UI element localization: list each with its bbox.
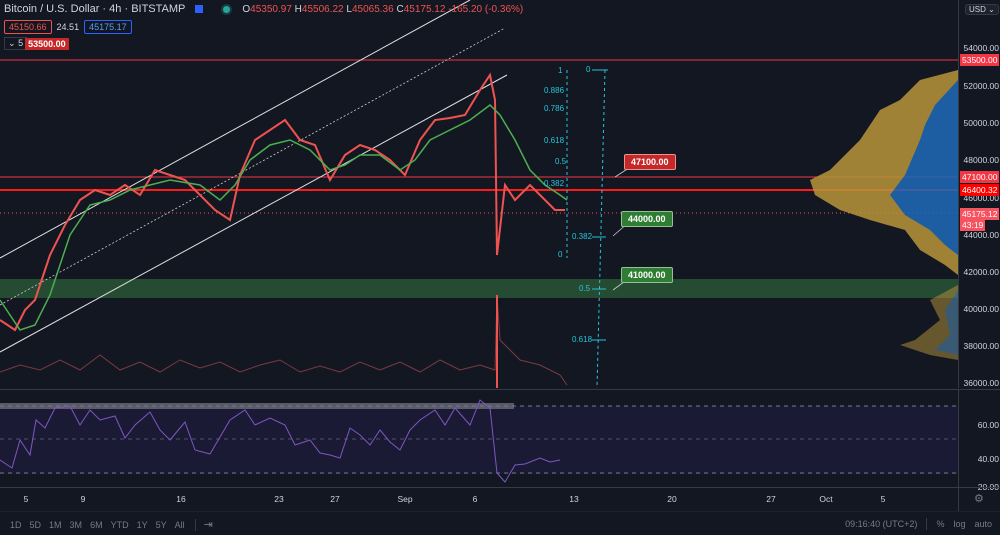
percent-scale-toggle[interactable]: % [936,519,945,529]
range-3m[interactable]: 3M [69,519,83,530]
range-ytd[interactable]: YTD [110,519,129,530]
price-axis[interactable]: USD ⌄ 54000.00 52000.00 50000.00 48000.0… [958,0,1000,388]
chevron-down-icon: ⌄ [8,38,16,48]
rsi-axis[interactable]: 60.00 40.00 20.00 [958,389,1000,492]
bar-countdown: 43:19 [960,219,986,231]
divider [194,518,196,531]
time-tick: Sep [397,494,413,504]
time-tick: 27 [330,494,340,504]
rsi-band-background [0,406,958,474]
callout-47100[interactable]: 47100.00 [624,154,676,170]
rsi-canvas[interactable] [0,390,958,487]
support-zone [0,279,958,298]
price-tag-46400: 46400.32 [960,184,1000,196]
time-tick: 16 [176,494,186,504]
rsi-label: 40.00 [977,454,999,464]
time-tick: 23 [274,494,284,504]
price-tag-47100: 47100.00 [960,171,1000,183]
clock-timezone[interactable]: 09:16:40 (UTC+2) [845,519,918,529]
bottom-toolbar: 1D 5D 1M 3M 6M YTD 1Y 5Y All ⇥ 09:16:40 … [0,511,1000,535]
price-chart-pane[interactable]: 1 0.886 0.786 0.618 0.5 0.382 0 0 0.382 … [0,0,958,388]
time-tick: 27 [766,494,776,504]
sell-price[interactable]: 45150.66 [4,20,52,34]
settings-gear-icon[interactable]: ⚙ [974,493,984,505]
price-label: 38000.00 [963,341,999,351]
price-path [0,72,565,332]
symbol-title[interactable]: Bitcoin / U.S. Dollar · 4h · BITSTAMP [4,3,186,15]
moving-average [0,104,568,331]
chevron-down-icon: ⌄ [988,5,995,14]
price-tag-53500: 53500.00 [960,54,1000,66]
fib-level-0382: 0.382 [544,179,565,188]
range-1d[interactable]: 1D [10,519,22,530]
range-5d[interactable]: 5D [29,519,42,530]
indicators-collapse-button[interactable]: ⌄ 5 [4,37,28,50]
range-6m[interactable]: 6M [90,519,103,530]
fib-right-axis [596,69,606,388]
price-chart-canvas[interactable] [0,0,958,388]
volume-profile [810,70,958,360]
indicators-toggle-row: ⌄ 5 53500.00 [4,37,69,50]
chart-legend: Bitcoin / U.S. Dollar · 4h · BITSTAMP O4… [4,3,523,15]
rsi-label: 60.00 [977,420,999,430]
fib-right-level-0382: 0.382 [572,232,593,241]
price-label: 42000.00 [963,267,999,277]
fib-level-0618: 0.618 [544,136,565,145]
price-label: 54000.00 [963,43,999,53]
bid-ask-row: 45150.66 24.51 45175.17 [4,20,132,34]
fib-level-0786: 0.786 [544,104,565,113]
callout-41000[interactable]: 41000.00 [621,267,673,283]
scale-controls: 09:16:40 (UTC+2) % log auto [845,518,992,530]
fib-right-level-05: 0.5 [579,284,591,293]
time-tick: 20 [667,494,677,504]
fib-level-0886: 0.886 [544,86,565,95]
time-tick: 6 [472,494,478,504]
price-label: 52000.00 [963,81,999,91]
buy-price[interactable]: 45175.17 [84,20,132,34]
time-tick: 13 [569,494,579,504]
time-tick: 5 [23,494,29,504]
currency-selector[interactable]: USD ⌄ [965,4,999,15]
range-1m[interactable]: 1M [49,519,62,530]
ohlc-values: O45350.97 H45506.22 L45065.36 C45175.12 … [242,3,524,15]
price-label: 36000.00 [963,378,999,388]
range-1y[interactable]: 1Y [136,519,148,530]
spread-value: 24.51 [56,22,80,32]
price-label: 40000.00 [963,304,999,314]
channel-upper [0,0,471,259]
price-label: 46000.00 [963,193,999,203]
channel-lower [0,74,508,353]
callout-44000[interactable]: 44000.00 [621,211,673,227]
chart-settings-corner: ⚙ [958,487,1000,512]
log-scale-toggle[interactable]: log [953,519,966,529]
alert-price-tag[interactable]: 53500.00 [25,37,69,50]
last-price-tag: 45175.12 [960,208,1000,220]
time-tick: 5 [880,494,886,504]
channel-middle [0,27,506,306]
fib-right-level-0: 0 [586,65,591,74]
price-label: 48000.00 [963,155,999,165]
price-label: 44000.00 [963,230,999,240]
fib-right-level-0618: 0.618 [572,335,593,344]
time-tick: 9 [80,494,86,504]
fib-level-1: 1 [558,66,563,75]
price-label: 50000.00 [963,118,999,128]
range-all[interactable]: All [174,519,185,530]
flag-icon[interactable] [195,5,204,13]
fib-level-0: 0 [558,250,563,259]
time-tick: Oct [819,494,833,504]
time-axis[interactable]: 5 9 16 23 27 Sep 6 13 20 27 Oct 5 [0,487,958,512]
date-range-buttons: 1D 5D 1M 3M 6M YTD 1Y 5Y All ⇥ [10,518,213,531]
fib-level-05: 0.5 [555,157,567,166]
go-to-date-icon[interactable]: ⇥ [203,519,213,531]
range-5y[interactable]: 5Y [155,519,167,530]
volume-series [0,294,568,386]
auto-scale-toggle[interactable]: auto [974,519,992,529]
divider [926,518,928,530]
rsi-pane[interactable] [0,389,958,487]
market-status-icon [223,5,231,13]
rsi-line [0,399,561,483]
